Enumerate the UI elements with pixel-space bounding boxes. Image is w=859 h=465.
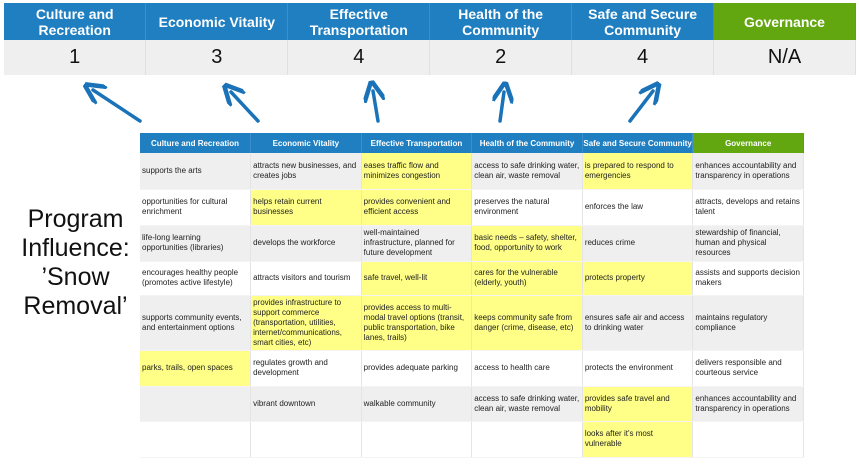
matrix-cell: delivers responsible and courteous servi…: [692, 350, 804, 387]
influence-matrix-table: Culture and Recreation Economic Vitality…: [140, 133, 804, 458]
matrix-cell: walkable community: [361, 386, 473, 422]
label-line: ’Snow: [41, 263, 110, 291]
matrix-cell: supports the arts: [140, 153, 252, 190]
label-line: Program: [27, 205, 124, 233]
matrix-header-row: Culture and Recreation Economic Vitality…: [140, 133, 804, 153]
matrix-cell: [140, 386, 252, 422]
score-culture-recreation: 1: [4, 40, 147, 75]
matrix-cell: maintains regulatory compliance: [692, 295, 804, 351]
matrix-cell: reduces crime: [582, 225, 694, 262]
matrix-header-health-community: Health of the Community: [471, 133, 583, 153]
matrix-cell-highlighted: parks, trails, open spaces: [140, 350, 252, 387]
matrix-header-economic-vitality: Economic Vitality: [250, 133, 362, 153]
matrix-cell-highlighted: provides access to multi-modal travel op…: [361, 295, 473, 351]
matrix-cell-highlighted: protects property: [582, 261, 694, 296]
matrix-cell: enhances accountability and transparency…: [692, 153, 804, 190]
header-economic-vitality: Economic Vitality: [145, 3, 289, 40]
matrix-cell-highlighted: basic needs – safety, shelter, food, opp…: [471, 225, 583, 262]
matrix-header-culture-recreation: Culture and Recreation: [140, 133, 252, 153]
matrix-cell-highlighted: cares for the vulnerable (elderly, youth…: [471, 261, 583, 296]
matrix-cell: well-maintained infrastructure, planned …: [361, 225, 473, 262]
score-economic-vitality: 3: [145, 40, 289, 75]
matrix-cell: encourages healthy people (promotes acti…: [140, 261, 252, 296]
matrix-cell-highlighted: is prepared to respond to emergencies: [582, 153, 694, 190]
matrix-cell: supports community events, and entertain…: [140, 295, 252, 351]
matrix-cell: [471, 421, 583, 458]
label-line: Influence:: [21, 234, 130, 262]
matrix-cell: ensures safe air and access to drinking …: [582, 295, 694, 351]
matrix-cell-highlighted: eases traffic flow and minimizes congest…: [361, 153, 473, 190]
header-governance: Governance: [713, 3, 856, 40]
arrow-icon: [93, 90, 142, 123]
matrix-cell: [692, 421, 804, 458]
arrow-icon: [628, 91, 653, 123]
score-summary-table: Culture and Recreation Economic Vitality…: [4, 3, 856, 75]
matrix-header-governance: Governance: [692, 133, 804, 153]
score-safe-secure-community: 4: [571, 40, 715, 75]
matrix-cell: access to safe drinking water, clean air…: [471, 386, 583, 422]
matrix-row: vibrant downtown walkable community access…: [140, 386, 804, 422]
header-effective-transportation: Effective Transportation: [287, 3, 431, 40]
arrow-icon: [231, 92, 260, 123]
matrix-cell: opportunities for cultural enrichment: [140, 189, 252, 226]
matrix-row: encourages healthy people (promotes acti…: [140, 261, 804, 296]
matrix-cell: life-long learning opportunities (librar…: [140, 225, 252, 262]
matrix-cell: attracts, develops and retains talent: [692, 189, 804, 226]
program-influence-label: Program Influence: ’Snow Removal’: [8, 205, 143, 321]
score-health-community: 2: [429, 40, 573, 75]
matrix-row: parks, trails, open spaces regulates grow…: [140, 350, 804, 387]
matrix-cell: assists and supports decision makers: [692, 261, 804, 296]
matrix-cell: [140, 421, 252, 458]
matrix-cell: enhances accountability and transparency…: [692, 386, 804, 422]
matrix-row: opportunities for cultural enrichment hel…: [140, 189, 804, 226]
header-safe-secure-community: Safe and Secure Community: [571, 3, 715, 40]
score-governance: N/A: [713, 40, 856, 75]
matrix-row: looks after it's most vulnerable: [140, 421, 804, 458]
matrix-cell-highlighted: provides safe travel and mobility: [582, 386, 694, 422]
score-effective-transportation: 4: [287, 40, 431, 75]
matrix-cell-highlighted: looks after it's most vulnerable: [582, 421, 694, 458]
matrix-cell-highlighted: provides convenient and efficient access: [361, 189, 473, 226]
label-line: Removal’: [23, 292, 128, 320]
matrix-cell: protects the environment: [582, 350, 694, 387]
matrix-cell: access to health care: [471, 350, 583, 387]
matrix-row: supports community events, and entertain…: [140, 295, 804, 351]
matrix-cell: access to safe drinking water, clean air…: [471, 153, 583, 190]
matrix-cell-highlighted: safe travel, well-lit: [361, 261, 473, 296]
matrix-cell: provides adequate parking: [361, 350, 473, 387]
matrix-cell: preserves the natural environment: [471, 189, 583, 226]
matrix-cell: [250, 421, 362, 458]
matrix-cell: stewardship of financial, human and phys…: [692, 225, 804, 262]
matrix-row: life-long learning opportunities (librar…: [140, 225, 804, 262]
matrix-cell: attracts visitors and tourism: [250, 261, 362, 296]
matrix-cell: [361, 421, 473, 458]
matrix-cell: attracts new businesses, and creates job…: [250, 153, 362, 190]
matrix-cell-highlighted: helps retain current businesses: [250, 189, 362, 226]
header-health-community: Health of the Community: [429, 3, 573, 40]
matrix-cell: regulates growth and development: [250, 350, 362, 387]
matrix-cell-highlighted: keeps community safe from danger (crime,…: [471, 295, 583, 351]
matrix-header-safe-secure-community: Safe and Secure Community: [582, 133, 694, 153]
score-header-row: Culture and Recreation Economic Vitality…: [4, 3, 856, 40]
matrix-cell: vibrant downtown: [250, 386, 362, 422]
header-culture-recreation: Culture and Recreation: [4, 3, 147, 40]
matrix-cell: develops the workforce: [250, 225, 362, 262]
arrow-icon: [500, 92, 504, 123]
matrix-cell: enforces the law: [582, 189, 694, 226]
score-row: 1 3 4 2 4 N/A: [4, 40, 856, 75]
matrix-row: supports the arts attracts new businesses…: [140, 153, 804, 190]
matrix-header-effective-transportation: Effective Transportation: [361, 133, 473, 153]
arrow-icon: [373, 91, 378, 123]
matrix-cell-highlighted: provides infrastructure to support comme…: [250, 295, 362, 351]
